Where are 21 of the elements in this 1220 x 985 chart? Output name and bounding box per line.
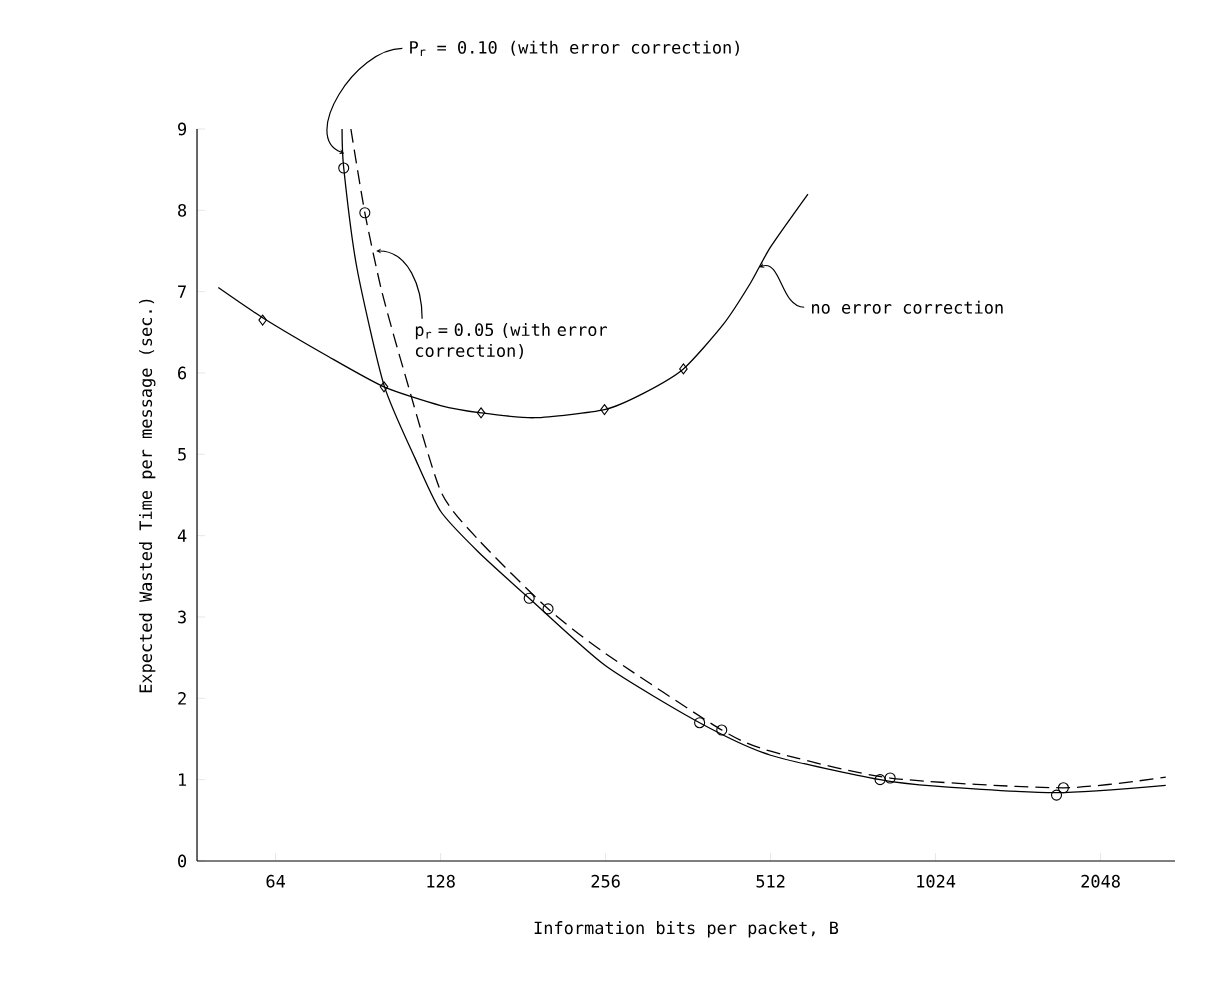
- x-tick-label: 512: [756, 874, 785, 888]
- x-axis-title: Information bits per packet, B: [534, 921, 839, 938]
- y-tick-label: 7: [178, 285, 186, 298]
- annotation: P$_{r}$ = 0.10 (with error correction): [410, 40, 739, 57]
- annotation: no error correction: [812, 300, 1003, 314]
- y-tick-label: 9: [178, 122, 187, 136]
- x-tick-label: 2048: [1081, 874, 1120, 888]
- x-tick-label: 256: [591, 874, 620, 888]
- x-tick-label: 1024: [917, 874, 956, 888]
- y-tick-label: 5: [178, 448, 186, 461]
- y-tick-label: 4: [177, 529, 187, 542]
- y-tick-label: 1: [179, 773, 187, 786]
- y-tick-label: 8: [178, 203, 187, 217]
- y-tick-label: 0: [178, 854, 187, 868]
- x-tick-label: 64: [266, 874, 286, 888]
- y-tick-label: 2: [178, 692, 186, 705]
- annotation: p$_{r}$ = 0.05 (with error correction): [415, 322, 608, 359]
- x-tick-label: 128: [427, 874, 455, 888]
- y-tick-label: 3: [178, 610, 186, 624]
- y-tick-label: 6: [178, 366, 187, 380]
- y-axis-title: Expected Wasted Time per message (sec.): [138, 299, 156, 693]
